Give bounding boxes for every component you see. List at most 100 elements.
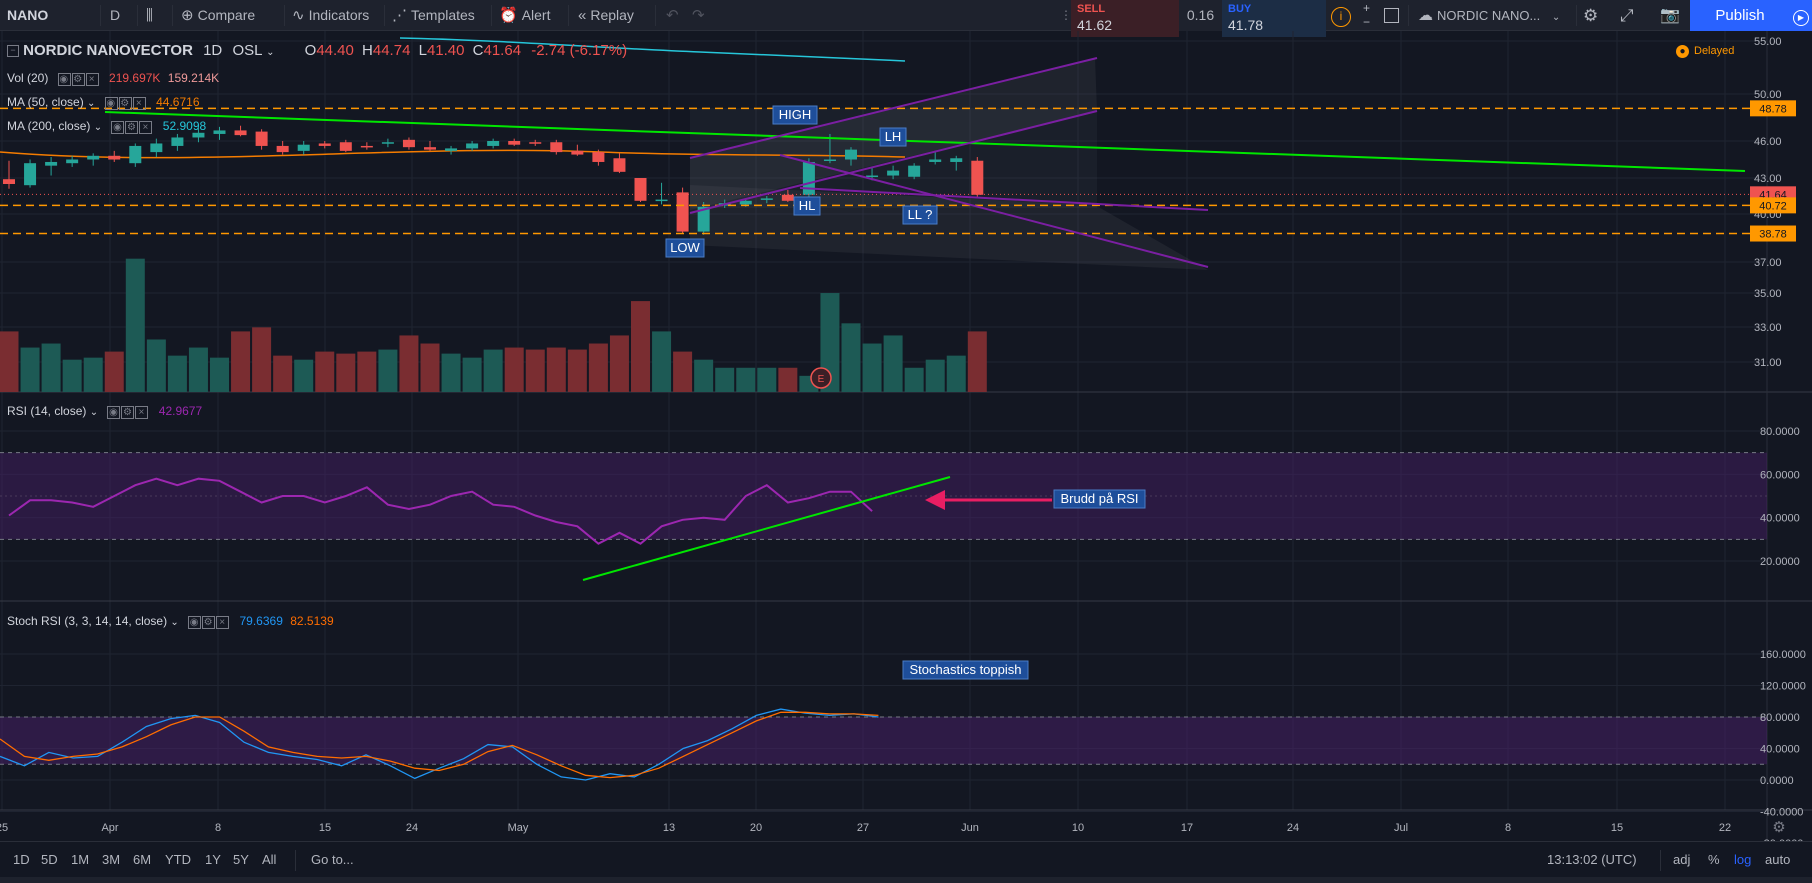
alert-button[interactable]: ⏰ Alert — [499, 0, 550, 31]
chevron-down-icon[interactable]: ⌄ — [87, 98, 96, 109]
range-1m[interactable]: 1M — [71, 852, 90, 867]
stoch-label-box — [902, 660, 1029, 680]
close-icon[interactable]: × — [85, 72, 99, 86]
replay-button[interactable]: «Replay — [578, 0, 634, 31]
rsi-legend-label[interactable]: RSI (14, close) — [7, 404, 87, 418]
gear-icon[interactable]: ⚙ — [125, 120, 139, 134]
publish-button[interactable]: Publish — [1690, 0, 1790, 31]
close-icon[interactable]: × — [216, 615, 230, 629]
ma50-legend-buttons[interactable]: ◉ ⚙ × — [104, 96, 147, 112]
time-tick-label: 15 — [319, 822, 331, 834]
divider — [100, 5, 101, 26]
eye-icon[interactable]: ◉ — [188, 615, 202, 629]
indicators-button[interactable]: ∿ Indicators — [292, 0, 369, 31]
chevron-down-icon[interactable]: ⌄ — [89, 407, 99, 418]
annotation-labels: HIGH LH HL LL ? LOW Brudd på RSI Stochastics t… — [665, 105, 1146, 680]
compare-button[interactable]: ⊕ Compare — [181, 0, 255, 31]
lh-label-box — [879, 127, 907, 147]
buy-label: BUY — [1228, 3, 1252, 15]
eye-icon[interactable]: ◉ — [107, 405, 121, 419]
range-5d[interactable]: 5D — [41, 852, 58, 867]
stoch-legend-label[interactable]: Stoch RSI (3, 3, 14, 14, close) — [7, 614, 168, 628]
log-toggle[interactable]: log — [1734, 852, 1752, 867]
ma200-legend-buttons[interactable]: ◉ ⚙ × — [111, 120, 153, 136]
ma200-legend-label[interactable]: MA (200, close) — [7, 119, 91, 133]
sell-button[interactable]: SELL 41.62 — [1071, 0, 1179, 37]
stoch-legend-buttons[interactable]: ◉ ⚙ × — [188, 615, 230, 631]
gear-icon[interactable]: ⚙ — [71, 72, 85, 86]
goto-button[interactable]: Go to... — [311, 852, 354, 867]
price-axis[interactable]: 55.0050.0046.0043.0040.0037.0035.0033.00… — [1750, 36, 1806, 841]
volume-legend-buttons[interactable]: ◉ ⚙ × — [57, 72, 100, 88]
main-legend-title[interactable]: NORDIC NANOVECTOR — [23, 42, 193, 59]
candle-body — [655, 199, 668, 202]
volume-bar — [231, 331, 251, 392]
spread-value: 0.16 — [1179, 0, 1222, 31]
info-button[interactable]: i — [1331, 0, 1351, 31]
volume-bars — [0, 258, 987, 392]
ma50-legend-label[interactable]: MA (50, close) — [7, 95, 84, 109]
change-value: -2.74 (-6.17%) — [531, 42, 628, 59]
chevron-down-icon[interactable]: ⌄ — [170, 617, 179, 628]
adj-toggle[interactable]: adj — [1673, 852, 1691, 867]
close-icon[interactable]: × — [132, 96, 146, 110]
candle-body — [592, 152, 605, 162]
eye-icon[interactable]: ◉ — [104, 96, 118, 110]
gear-icon[interactable]: ⚙ — [202, 615, 216, 629]
ma50-line — [0, 149, 906, 159]
close-icon[interactable]: × — [139, 120, 153, 134]
range-ytd[interactable]: YTD — [165, 852, 191, 867]
camera-icon: 📷 — [1660, 7, 1680, 24]
interval-button[interactable]: D — [110, 7, 121, 23]
price-tag-box — [1750, 100, 1796, 117]
range-all[interactable]: All — [262, 852, 277, 867]
chevron-down-icon[interactable]: ⌄ — [93, 122, 103, 133]
symbol-search-button[interactable]: NANO — [7, 7, 49, 23]
undo-button[interactable]: ↶ — [666, 0, 683, 31]
divider — [172, 5, 173, 26]
divider — [284, 5, 285, 26]
buy-button[interactable]: BUY 41.78 — [1222, 0, 1326, 37]
candle-body — [66, 159, 79, 164]
time-axis[interactable]: 25 Apr 8 15 24 May 13 20 27 Jun 10 17 24 Jul 8 15 22 ⚙ — [0, 819, 1786, 836]
volume-bar — [146, 339, 166, 392]
play-button[interactable]: ▶ — [1790, 0, 1812, 31]
settings-button[interactable]: ⚙ — [1583, 0, 1598, 31]
gear-icon[interactable]: ⚙ — [121, 405, 135, 419]
layout-button[interactable] — [1384, 0, 1399, 31]
divider — [295, 850, 296, 871]
candle-body — [297, 144, 310, 151]
chevron-down-icon[interactable]: ⌄ — [266, 47, 275, 58]
rsi-legend-buttons[interactable]: ◉ ⚙ × — [107, 405, 149, 421]
collapse-icon[interactable]: − — [7, 45, 19, 58]
time-tick-label: 17 — [1181, 822, 1193, 834]
rsi-tick-label: 40.0000 — [1760, 513, 1800, 525]
percent-toggle[interactable]: % — [1708, 852, 1720, 867]
zoom-stepper[interactable]: + − — [1363, 0, 1370, 31]
volume-legend-label[interactable]: Vol (20) — [7, 71, 49, 85]
utc-clock[interactable]: 13:13:02 (UTC) — [1547, 852, 1637, 867]
templates-label: Templates — [411, 7, 475, 23]
delayed-badge[interactable]: ● Delayed — [1676, 45, 1734, 58]
candles-icon: ⫼ — [146, 7, 153, 24]
eye-icon[interactable]: ◉ — [111, 120, 125, 134]
close-icon[interactable]: × — [135, 405, 149, 419]
layout-name-button[interactable]: ☁ NORDIC NANO... ⌄ — [1418, 0, 1564, 31]
eye-icon[interactable]: ◉ — [57, 72, 71, 86]
stoch-band — [0, 717, 1767, 765]
chart-style-button[interactable]: ⫼ — [146, 0, 157, 31]
gear-icon[interactable]: ⚙ — [118, 96, 132, 110]
indicators-icon: ∿ — [292, 7, 305, 24]
redo-button[interactable]: ↷ — [692, 0, 709, 31]
chart-canvas[interactable]: 55.0050.0046.0043.0040.0037.0035.0033.00… — [0, 31, 1812, 841]
fullscreen-button[interactable]: ⤢ — [1620, 0, 1634, 31]
range-1d[interactable]: 1D — [13, 852, 30, 867]
templates-button[interactable]: ⋰ Templates — [392, 0, 475, 31]
range-6m[interactable]: 6M — [133, 852, 152, 867]
auto-toggle[interactable]: auto — [1765, 852, 1791, 867]
range-3m[interactable]: 3M — [102, 852, 121, 867]
volume-bar — [125, 258, 145, 392]
range-5y[interactable]: 5Y — [233, 852, 249, 867]
snapshot-button[interactable]: 📷 — [1660, 0, 1680, 31]
range-1y[interactable]: 1Y — [205, 852, 221, 867]
